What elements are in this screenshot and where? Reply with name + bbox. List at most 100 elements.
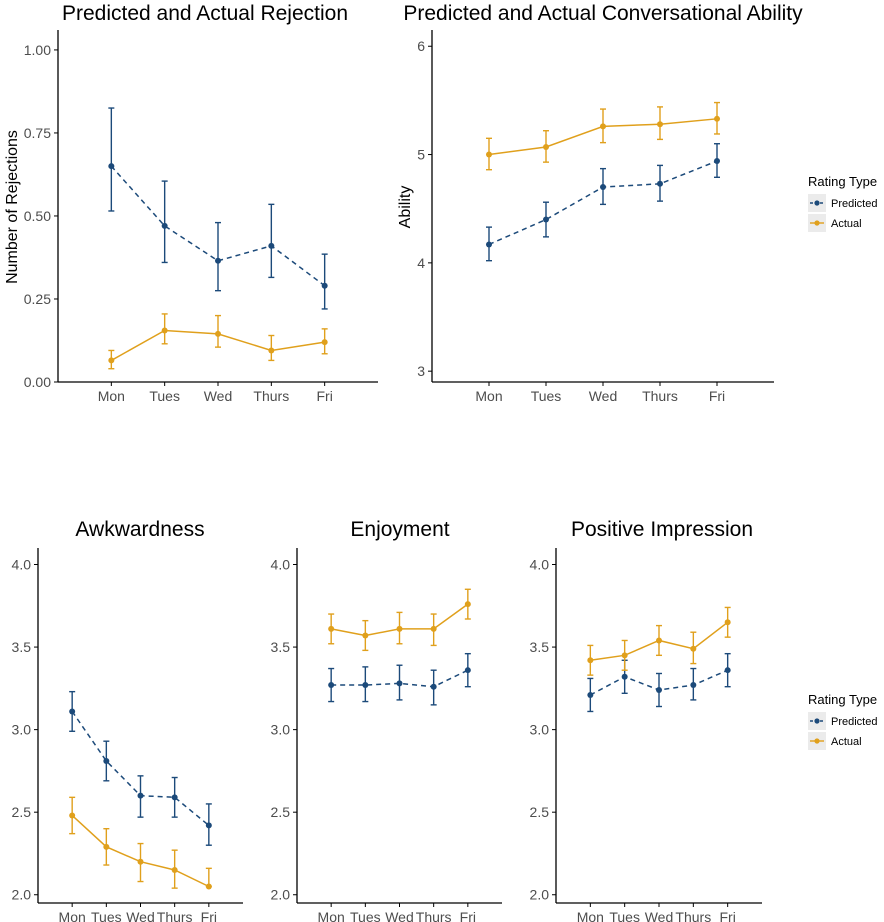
x-tick-label: Tues bbox=[531, 388, 562, 404]
legend-key-point bbox=[814, 200, 820, 206]
x-tick-label: Fri bbox=[709, 388, 725, 404]
data-point bbox=[108, 163, 115, 170]
legend-title: Rating Type bbox=[808, 692, 877, 707]
y-tick-label: 3.5 bbox=[271, 639, 291, 655]
y-tick-label: 0.50 bbox=[24, 208, 51, 224]
y-tick-label: 1.00 bbox=[24, 42, 51, 58]
legend-2: Rating Type Predicted Actual bbox=[808, 692, 877, 750]
x-tick-label: Thurs bbox=[157, 909, 193, 922]
data-point bbox=[328, 682, 335, 689]
x-tick-label: Tues bbox=[149, 388, 180, 404]
x-tick-label: Thurs bbox=[675, 909, 711, 922]
chart-title: Enjoyment bbox=[350, 518, 449, 541]
x-tick-label: Fri bbox=[317, 388, 333, 404]
data-point bbox=[714, 158, 720, 165]
data-point bbox=[362, 632, 369, 639]
data-point bbox=[268, 347, 275, 354]
chart-panel-2: Predicted and Actual Conversational Abil… bbox=[397, 2, 803, 404]
data-point bbox=[396, 680, 403, 687]
data-point bbox=[656, 687, 662, 693]
data-point bbox=[587, 691, 594, 698]
y-tick-label: 5 bbox=[417, 147, 425, 163]
legend-key-point bbox=[814, 220, 820, 226]
data-point bbox=[362, 682, 369, 689]
y-tick-label: 0.75 bbox=[24, 125, 51, 141]
chart-panel-1: Predicted and Actual Rejection Number of … bbox=[4, 2, 378, 404]
x-tick-label: Fri bbox=[720, 909, 736, 922]
y-tick-label: 3.5 bbox=[12, 639, 32, 655]
data-point bbox=[69, 812, 76, 819]
data-point bbox=[161, 327, 168, 334]
x-tick-label: Wed bbox=[589, 388, 618, 404]
series-line-predicted bbox=[331, 669, 469, 688]
x-tick-label: Wed bbox=[645, 909, 674, 922]
y-tick-label: 4.0 bbox=[271, 557, 291, 573]
data-point bbox=[103, 758, 110, 764]
data-point bbox=[600, 123, 606, 130]
y-tick-label: 0.25 bbox=[24, 291, 51, 307]
data-point bbox=[103, 843, 110, 850]
legend-1: Rating Type Predicted Actual bbox=[808, 174, 877, 232]
y-axis-label: Ability bbox=[397, 186, 414, 229]
y-tick-label: 6 bbox=[417, 38, 425, 54]
legend-item-label: Actual bbox=[831, 736, 862, 748]
data-point bbox=[215, 330, 221, 337]
chart-panel-4: Enjoyment 2.0 2.5 3.0 3.5 4.0 Mon Tues Wed Thurs F… bbox=[271, 518, 502, 922]
data-point bbox=[486, 151, 492, 158]
data-point bbox=[268, 242, 275, 249]
y-tick-label: 4.0 bbox=[530, 557, 550, 573]
y-tick-label: 2.5 bbox=[271, 804, 291, 820]
x-tick-label: Wed bbox=[126, 909, 155, 922]
data-point bbox=[205, 822, 212, 829]
x-tick-label: Fri bbox=[460, 909, 476, 922]
y-tick-label: 2.0 bbox=[271, 887, 291, 903]
y-axis-label: Number of Rejections bbox=[4, 130, 21, 284]
data-point bbox=[600, 184, 606, 191]
data-point bbox=[108, 357, 115, 364]
legend-item-label: Actual bbox=[831, 218, 862, 230]
data-point bbox=[430, 683, 437, 690]
data-point bbox=[321, 282, 328, 289]
legend-item-label: Predicted bbox=[831, 716, 877, 728]
y-tick-label: 2.5 bbox=[530, 804, 550, 820]
x-tick-label: Mon bbox=[318, 909, 345, 922]
data-point bbox=[657, 180, 663, 187]
data-point bbox=[587, 657, 594, 664]
data-point bbox=[486, 241, 492, 248]
data-point bbox=[430, 625, 437, 632]
data-point bbox=[621, 652, 628, 659]
x-tick-label: Tues bbox=[91, 909, 122, 922]
legend-key-point bbox=[814, 738, 820, 744]
x-tick-label: Tues bbox=[350, 909, 381, 922]
x-tick-label: Thurs bbox=[253, 388, 289, 404]
y-tick-label: 3 bbox=[417, 363, 425, 379]
y-tick-label: 3.5 bbox=[530, 639, 550, 655]
data-point bbox=[714, 115, 720, 122]
data-point bbox=[171, 866, 178, 873]
y-tick-label: 2.0 bbox=[12, 887, 32, 903]
x-tick-label: Wed bbox=[385, 909, 414, 922]
y-tick-label: 2.5 bbox=[12, 804, 32, 820]
legend-key-point bbox=[814, 718, 820, 724]
data-point bbox=[328, 625, 335, 632]
data-point bbox=[69, 708, 76, 715]
chart-panel-5: Positive Impression 2.0 2.5 3.0 3.5 4.0 Mon Tue… bbox=[530, 518, 762, 922]
x-tick-label: Mon bbox=[577, 909, 604, 922]
y-tick-label: 4 bbox=[417, 255, 425, 271]
data-point bbox=[656, 637, 662, 644]
data-point bbox=[724, 619, 731, 626]
data-point bbox=[690, 682, 697, 689]
x-tick-label: Fri bbox=[201, 909, 217, 922]
chart-panel-3: Awkwardness 2.0 2.5 3.0 3.5 4.0 Mon Tues Wed Thur… bbox=[12, 518, 243, 922]
y-tick-label: 0.00 bbox=[24, 374, 51, 390]
x-tick-label: Thurs bbox=[642, 388, 678, 404]
data-point bbox=[464, 667, 471, 674]
y-tick-label: 3.0 bbox=[530, 722, 550, 738]
data-point bbox=[137, 792, 144, 799]
legend-item-label: Predicted bbox=[831, 198, 877, 210]
x-tick-label: Tues bbox=[609, 909, 640, 922]
data-point bbox=[137, 858, 144, 865]
data-point bbox=[396, 625, 403, 632]
y-tick-label: 4.0 bbox=[12, 557, 32, 573]
